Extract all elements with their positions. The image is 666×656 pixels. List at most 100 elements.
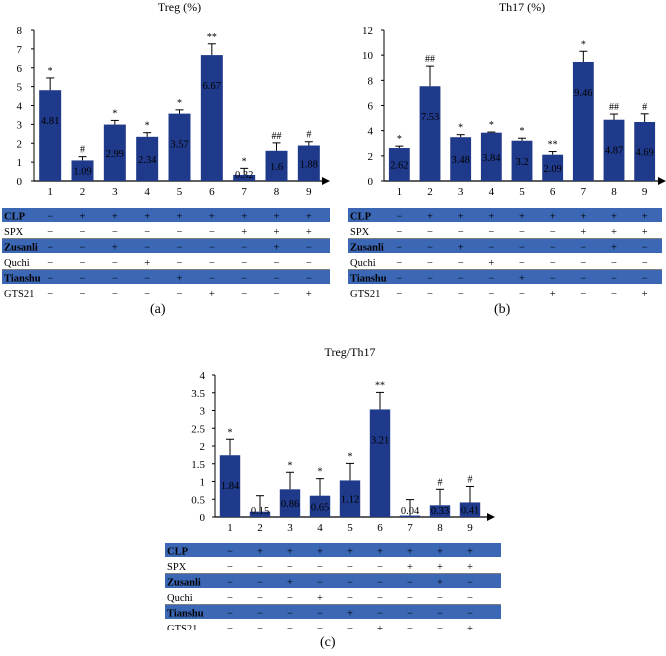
table-cell: − <box>396 212 402 223</box>
table-row-label: Zusanli <box>4 243 38 254</box>
table-cell: − <box>317 609 323 620</box>
table-cell: − <box>488 227 494 238</box>
table-cell: − <box>550 258 556 269</box>
table-cell: + <box>519 274 525 285</box>
table-cell: + <box>580 212 586 223</box>
bar <box>634 121 656 181</box>
table-cell: + <box>467 562 473 573</box>
chart-title: Th17 (%) <box>499 0 545 14</box>
table-cell: − <box>112 289 118 300</box>
table-cell: − <box>427 258 433 269</box>
y-tick-label: 2.5 <box>191 423 205 435</box>
table-cell: + <box>642 289 648 300</box>
data-label: 4.81 <box>41 116 59 127</box>
table-cell: + <box>437 578 443 589</box>
data-label: 2.62 <box>390 161 408 172</box>
table-cell: − <box>580 274 586 285</box>
table-cell: + <box>287 547 293 558</box>
table-cell: − <box>427 274 433 285</box>
x-tick-label: 2 <box>427 186 433 198</box>
table-cell: − <box>227 624 233 630</box>
table-row-label: Zusanli <box>167 578 201 589</box>
table-cell: − <box>458 274 464 285</box>
table-cell: − <box>144 274 150 285</box>
table-row-band <box>165 543 501 557</box>
data-label: 3.84 <box>482 153 501 164</box>
table-row-label: CLP <box>167 547 189 558</box>
y-tick-label: 0 <box>368 176 374 188</box>
bar <box>168 113 191 181</box>
y-tick-label: 2 <box>17 138 23 150</box>
data-label: 0.86 <box>281 499 299 510</box>
y-tick-label: 12 <box>362 25 373 37</box>
table-cell: − <box>377 609 383 620</box>
chart-title: Treg/Th17 <box>325 345 376 359</box>
data-label: 2.99 <box>106 149 124 160</box>
treg-chart: Treg (%) 0 1 2 3 4 5 6 7 8 * 4.81 1 #1.09 2 * 2.99 3 * 2.34… <box>2 0 330 301</box>
table-cell: − <box>347 562 353 573</box>
x-tick-label: 9 <box>306 186 312 198</box>
x-tick-label: 1 <box>397 186 403 198</box>
data-label: 0.41 <box>461 506 479 517</box>
table-cell: − <box>274 258 280 269</box>
table-cell: + <box>317 593 323 604</box>
table-cell: − <box>407 578 413 589</box>
table-cell: + <box>427 212 433 223</box>
table-cell: − <box>550 243 556 254</box>
table-cell: + <box>407 547 413 558</box>
table-cell: − <box>488 243 494 254</box>
table-cell: − <box>437 593 443 604</box>
bar <box>450 137 472 181</box>
table-cell: − <box>467 593 473 604</box>
data-label: 2.09 <box>543 164 561 175</box>
x-axis-arrow-icon <box>658 177 666 185</box>
table-cell: − <box>519 258 525 269</box>
bar <box>369 409 391 517</box>
significance-marker: * <box>145 121 150 132</box>
significance-marker: * <box>177 98 182 109</box>
treg-th17-ratio-chart: Treg/Th17 0 0.5 1 1.5 2 2.5 3 3.5 4 * 1.84 1 0.15 2 * 0.… <box>165 345 501 636</box>
x-tick-label: 6 <box>377 522 383 534</box>
table-cell: − <box>241 243 247 254</box>
y-tick-label: 1 <box>200 477 206 489</box>
table-cell: + <box>241 212 247 223</box>
table-cell: − <box>80 258 86 269</box>
data-label: 0.15 <box>251 506 269 517</box>
table-cell: − <box>80 243 86 254</box>
x-axis-arrow-icon <box>487 513 495 521</box>
y-tick-label: 3.5 <box>191 388 205 400</box>
table-cell: − <box>347 578 353 589</box>
bar <box>339 480 361 517</box>
significance-marker: # <box>468 474 473 485</box>
table-row-label: CLP <box>4 212 26 223</box>
bar <box>200 55 223 182</box>
table-cell: − <box>241 289 247 300</box>
significance-marker: ** <box>207 32 217 43</box>
bar <box>429 505 451 517</box>
y-tick-label: 8 <box>368 75 374 87</box>
table-cell: + <box>306 212 312 223</box>
table-cell: − <box>467 609 473 620</box>
table-row-label: Quchi <box>350 258 376 269</box>
table-cell: − <box>47 274 53 285</box>
table-cell: − <box>112 274 118 285</box>
table-cell: − <box>144 227 150 238</box>
table-cell: − <box>257 562 263 573</box>
x-tick-label: 5 <box>519 186 525 198</box>
table-cell: − <box>287 562 293 573</box>
table-row-label: GTS21 <box>167 624 197 630</box>
table-cell: − <box>287 609 293 620</box>
y-tick-label: 8 <box>17 25 23 37</box>
x-tick-label: 7 <box>241 186 247 198</box>
bar <box>265 150 288 181</box>
table-cell: − <box>396 289 402 300</box>
table-cell: − <box>580 289 586 300</box>
y-tick-label: 4 <box>17 101 23 113</box>
significance-marker: * <box>581 39 586 50</box>
x-axis-arrow-icon <box>322 177 330 185</box>
y-tick-label: 7 <box>17 44 23 56</box>
table-cell: − <box>550 274 556 285</box>
significance-marker: * <box>348 451 353 462</box>
table-cell: + <box>458 212 464 223</box>
panel-label-a: (a) <box>150 302 166 317</box>
